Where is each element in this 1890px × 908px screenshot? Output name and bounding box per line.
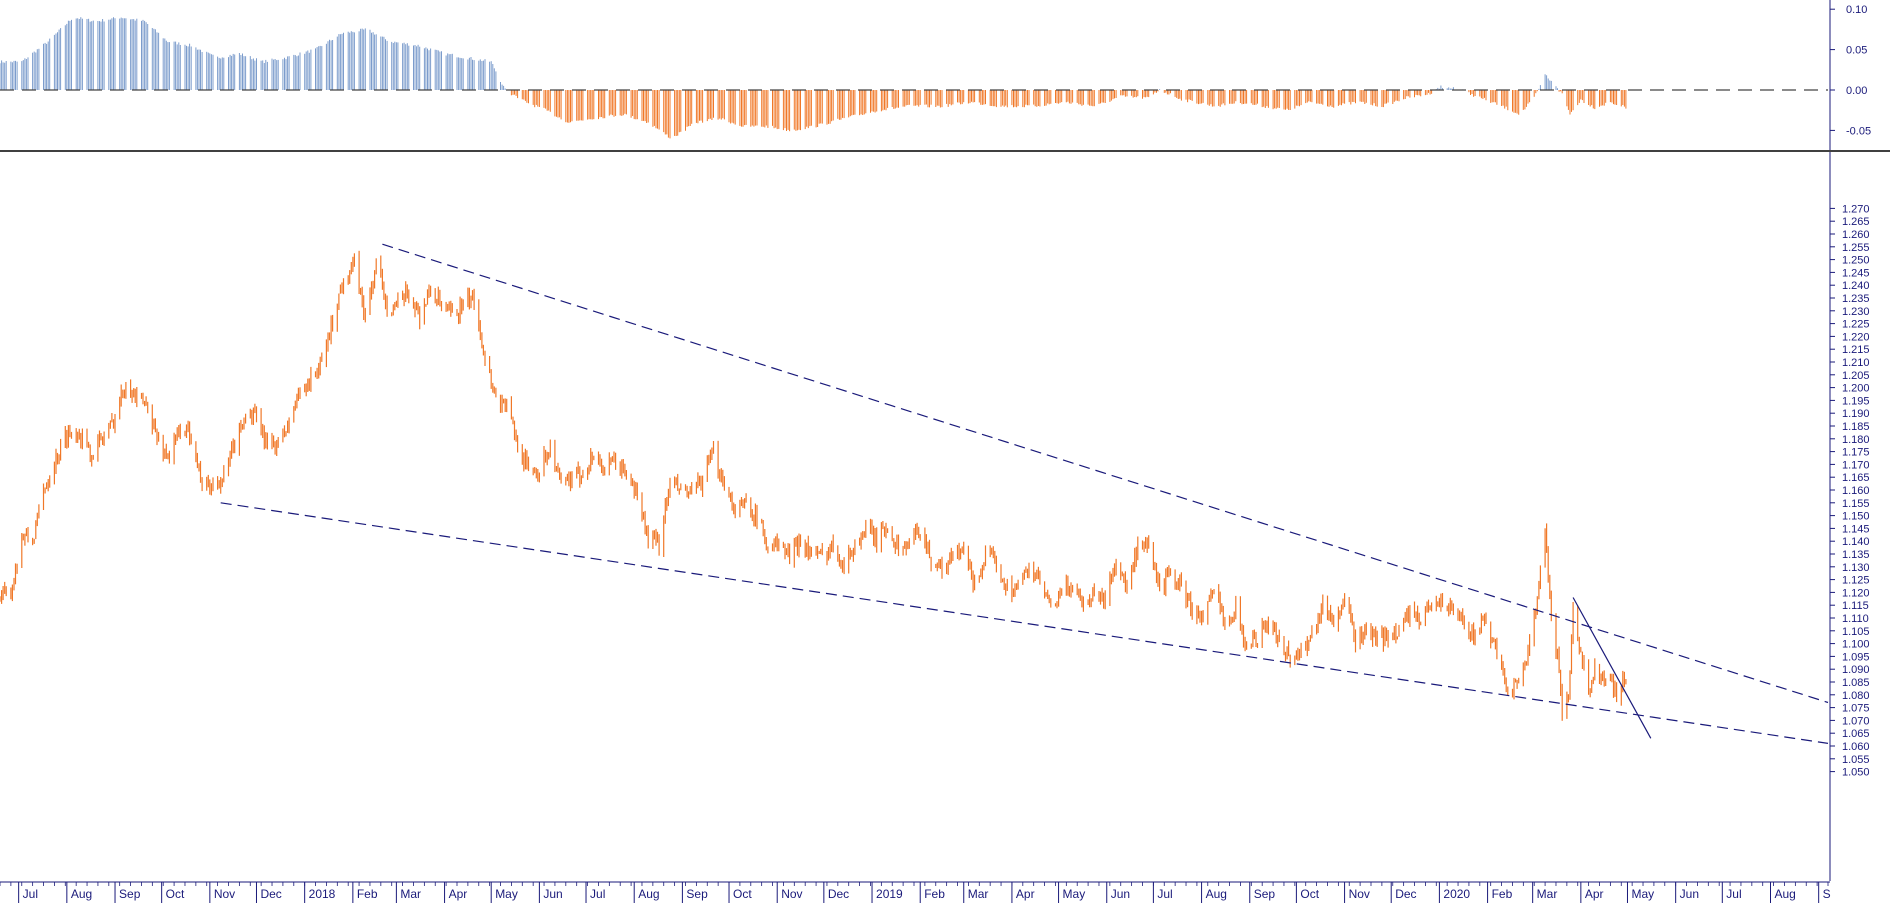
price-y-tick-label: 1.260 [1842,229,1870,241]
x-tick-label: Sep [1254,887,1276,901]
price-y-tick-label: 1.070 [1842,715,1870,727]
x-tick-label: Mar [968,887,989,901]
price-y-tick-label: 1.230 [1842,306,1870,318]
x-tick-label: Dec [1395,887,1416,901]
price-y-tick-label: 1.235 [1842,293,1870,305]
price-y-tick-label: 1.095 [1842,651,1870,663]
price-y-tick-label: 1.170 [1842,459,1870,471]
x-tick-label: S [1823,887,1831,901]
x-tick-label: Feb [357,887,378,901]
price-y-tick-label: 1.120 [1842,587,1870,599]
price-y-tick-label: 1.105 [1842,626,1870,638]
x-tick-label: Jul [590,887,605,901]
price-y-tick-label: 1.180 [1842,434,1870,446]
price-y-tick-label: 1.210 [1842,357,1870,369]
solid-trendline [1572,597,1652,739]
x-tick-label: Jun [1680,887,1699,901]
price-y-tick-label: 1.115 [1842,600,1869,612]
price-y-tick-label: 1.240 [1842,280,1870,292]
price-y-tick-label: 1.140 [1842,536,1870,548]
x-tick-label: 2020 [1443,887,1470,901]
price-y-tick-label: 1.220 [1842,331,1870,343]
x-axis: Jul Aug Sep Oct Nov Dec 2018 Feb Mar Apr May Jun Jul… [0,881,1831,903]
price-y-tick-label: 1.250 [1842,255,1870,267]
x-tick-label: Mar [1537,887,1558,901]
x-tick-label: Feb [924,887,945,901]
price-panel: 1.0501.0551.0601.0651.0701.0751.0801.085… [0,152,1870,881]
x-tick-label: Jun [1111,887,1130,901]
x-tick-label: Aug [638,887,659,901]
price-y-tick-label: 1.055 [1842,754,1870,766]
x-tick-label: Dec [828,887,849,901]
x-tick-label: Jul [1157,887,1172,901]
price-y-tick-label: 1.125 [1842,575,1870,587]
price-y-tick-label: 1.065 [1842,728,1870,740]
x-tick-label: Nov [1349,887,1370,901]
price-y-tick-label: 1.135 [1842,549,1870,561]
x-tick-label: Aug [1774,887,1795,901]
price-y-tick-label: 1.200 [1842,383,1870,395]
price-y-tick-label: 1.080 [1842,690,1870,702]
x-tick-label: Oct [1300,887,1319,901]
price-y-tick-label: 1.130 [1842,562,1870,574]
x-tick-label: Sep [686,887,708,901]
price-y-tick-label: 1.050 [1842,767,1870,779]
price-y-tick-label: 1.155 [1842,498,1870,510]
x-tick-label: Mar [400,887,421,901]
x-tick-label: May [495,887,518,901]
price-y-tick-label: 1.175 [1842,447,1870,459]
price-y-tick-label: 1.205 [1842,370,1870,382]
price-y-tick-label: 1.100 [1842,639,1870,651]
x-tick-label: Jun [543,887,562,901]
oscillator-y-tick-label: 0.00 [1846,85,1867,97]
price-y-tick-label: 1.255 [1842,242,1870,254]
x-tick-label: Dec [260,887,281,901]
price-y-tick-label: 1.090 [1842,664,1870,676]
price-y-tick-label: 1.245 [1842,267,1870,279]
x-tick-label: Apr [1585,887,1604,901]
price-y-tick-label: 1.110 [1842,613,1869,625]
price-y-tick-label: 1.060 [1842,741,1870,753]
dashed-trendline [382,243,1829,704]
x-tick-label: 2018 [309,887,336,901]
oscillator-y-tick-label: 0.10 [1846,4,1867,16]
x-tick-label: Oct [733,887,752,901]
oscillator-panel: 0.10 0.05 0.00 -0.05 [0,0,1890,152]
x-tick-label: May [1631,887,1654,901]
price-y-tick-label: 1.225 [1842,319,1870,331]
x-tick-label: Aug [71,887,92,901]
oscillator-y-tick-label: 0.05 [1846,45,1867,57]
price-y-tick-label: 1.265 [1842,216,1870,228]
x-tick-label: Nov [781,887,802,901]
x-tick-label: Apr [1016,887,1035,901]
price-y-tick-label: 1.145 [1842,523,1870,535]
price-y-tick-label: 1.075 [1842,703,1870,715]
price-y-tick-label: 1.160 [1842,485,1870,497]
x-tick-label: Jul [1726,887,1741,901]
x-tick-label: Apr [449,887,468,901]
price-y-tick-label: 1.215 [1842,344,1870,356]
x-tick-label: Feb [1492,887,1513,901]
x-tick-label: Jul [23,887,38,901]
x-tick-label: Nov [214,887,235,901]
price-y-tick-label: 1.085 [1842,677,1870,689]
x-tick-label: Sep [119,887,141,901]
price-y-tick-label: 1.165 [1842,472,1870,484]
price-y-tick-label: 1.185 [1842,421,1870,433]
x-tick-label: 2019 [876,887,903,901]
oscillator-y-tick-label: -0.05 [1846,125,1871,137]
price-y-tick-label: 1.150 [1842,511,1870,523]
price-y-tick-label: 1.190 [1842,408,1870,420]
price-y-tick-label: 1.195 [1842,395,1870,407]
price-y-tick-label: 1.270 [1842,203,1870,215]
x-tick-label: Oct [166,887,185,901]
x-tick-label: Aug [1206,887,1227,901]
x-tick-label: May [1063,887,1086,901]
